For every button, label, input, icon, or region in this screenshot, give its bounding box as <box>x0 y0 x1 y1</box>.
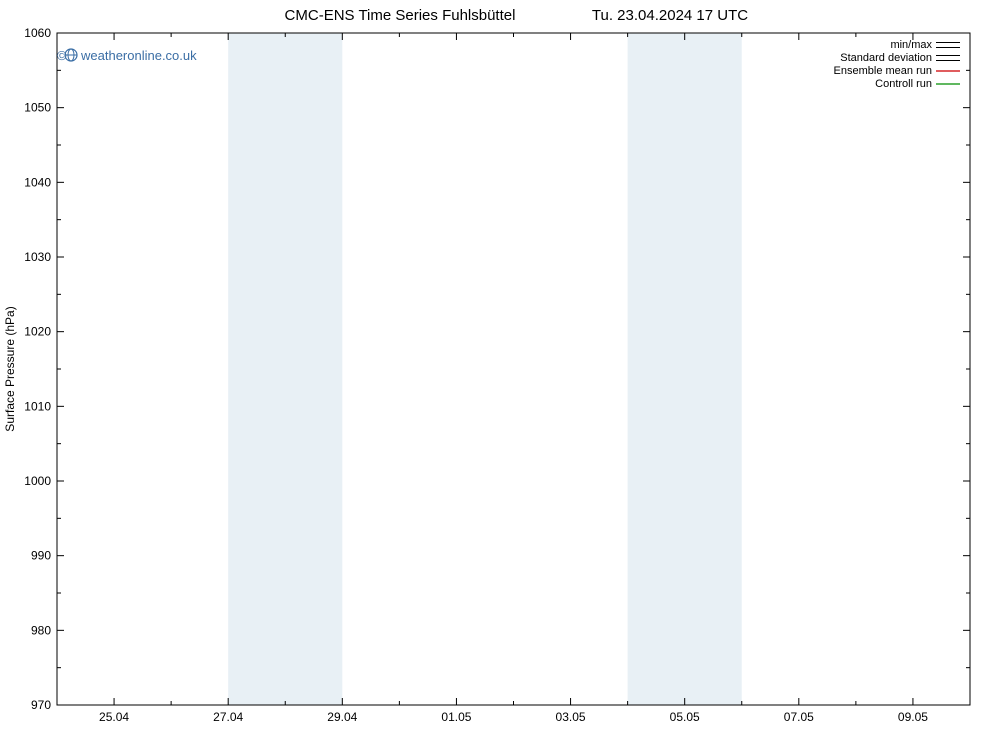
chart-svg: 970 980 990 1000 1010 1020 1030 1040 1050 1060 25.… <box>0 0 1000 733</box>
chart-background <box>0 0 1000 733</box>
y-tick-label: 1020 <box>24 325 51 339</box>
y-tick-label: 1050 <box>24 101 51 115</box>
weekend-band <box>228 33 342 705</box>
x-tick-label: 03.05 <box>556 710 586 724</box>
x-tick-label: 05.05 <box>670 710 700 724</box>
x-tick-label: 29.04 <box>327 710 357 724</box>
watermark-text: weatheronline.co.uk <box>80 48 197 63</box>
x-tick-label: 09.05 <box>898 710 928 724</box>
y-tick-label: 1060 <box>24 26 51 40</box>
y-tick-label: 990 <box>31 549 51 563</box>
x-tick-label: 27.04 <box>213 710 243 724</box>
x-tick-label: 25.04 <box>99 710 129 724</box>
legend-label: min/max <box>890 39 932 51</box>
y-tick-label: 1000 <box>24 474 51 488</box>
weekend-band <box>628 33 742 705</box>
y-tick-label: 980 <box>31 623 51 637</box>
title-right: Tu. 23.04.2024 17 UTC <box>592 7 748 24</box>
y-tick-label: 1040 <box>24 175 51 189</box>
y-tick-label: 1010 <box>24 399 51 413</box>
watermark-copyright: © <box>57 48 67 63</box>
legend-label: Controll run <box>875 78 932 90</box>
y-tick-label: 1030 <box>24 250 51 264</box>
legend-label: Ensemble mean run <box>834 65 932 77</box>
chart-container: 970 980 990 1000 1010 1020 1030 1040 1050 1060 25.… <box>0 0 1000 733</box>
y-axis-title: Surface Pressure (hPa) <box>3 306 17 431</box>
x-tick-label: 07.05 <box>784 710 814 724</box>
x-tick-label: 01.05 <box>441 710 471 724</box>
title-left: CMC-ENS Time Series Fuhlsbüttel <box>285 7 516 24</box>
y-tick-label: 970 <box>31 698 51 712</box>
legend-label: Standard deviation <box>840 52 932 64</box>
